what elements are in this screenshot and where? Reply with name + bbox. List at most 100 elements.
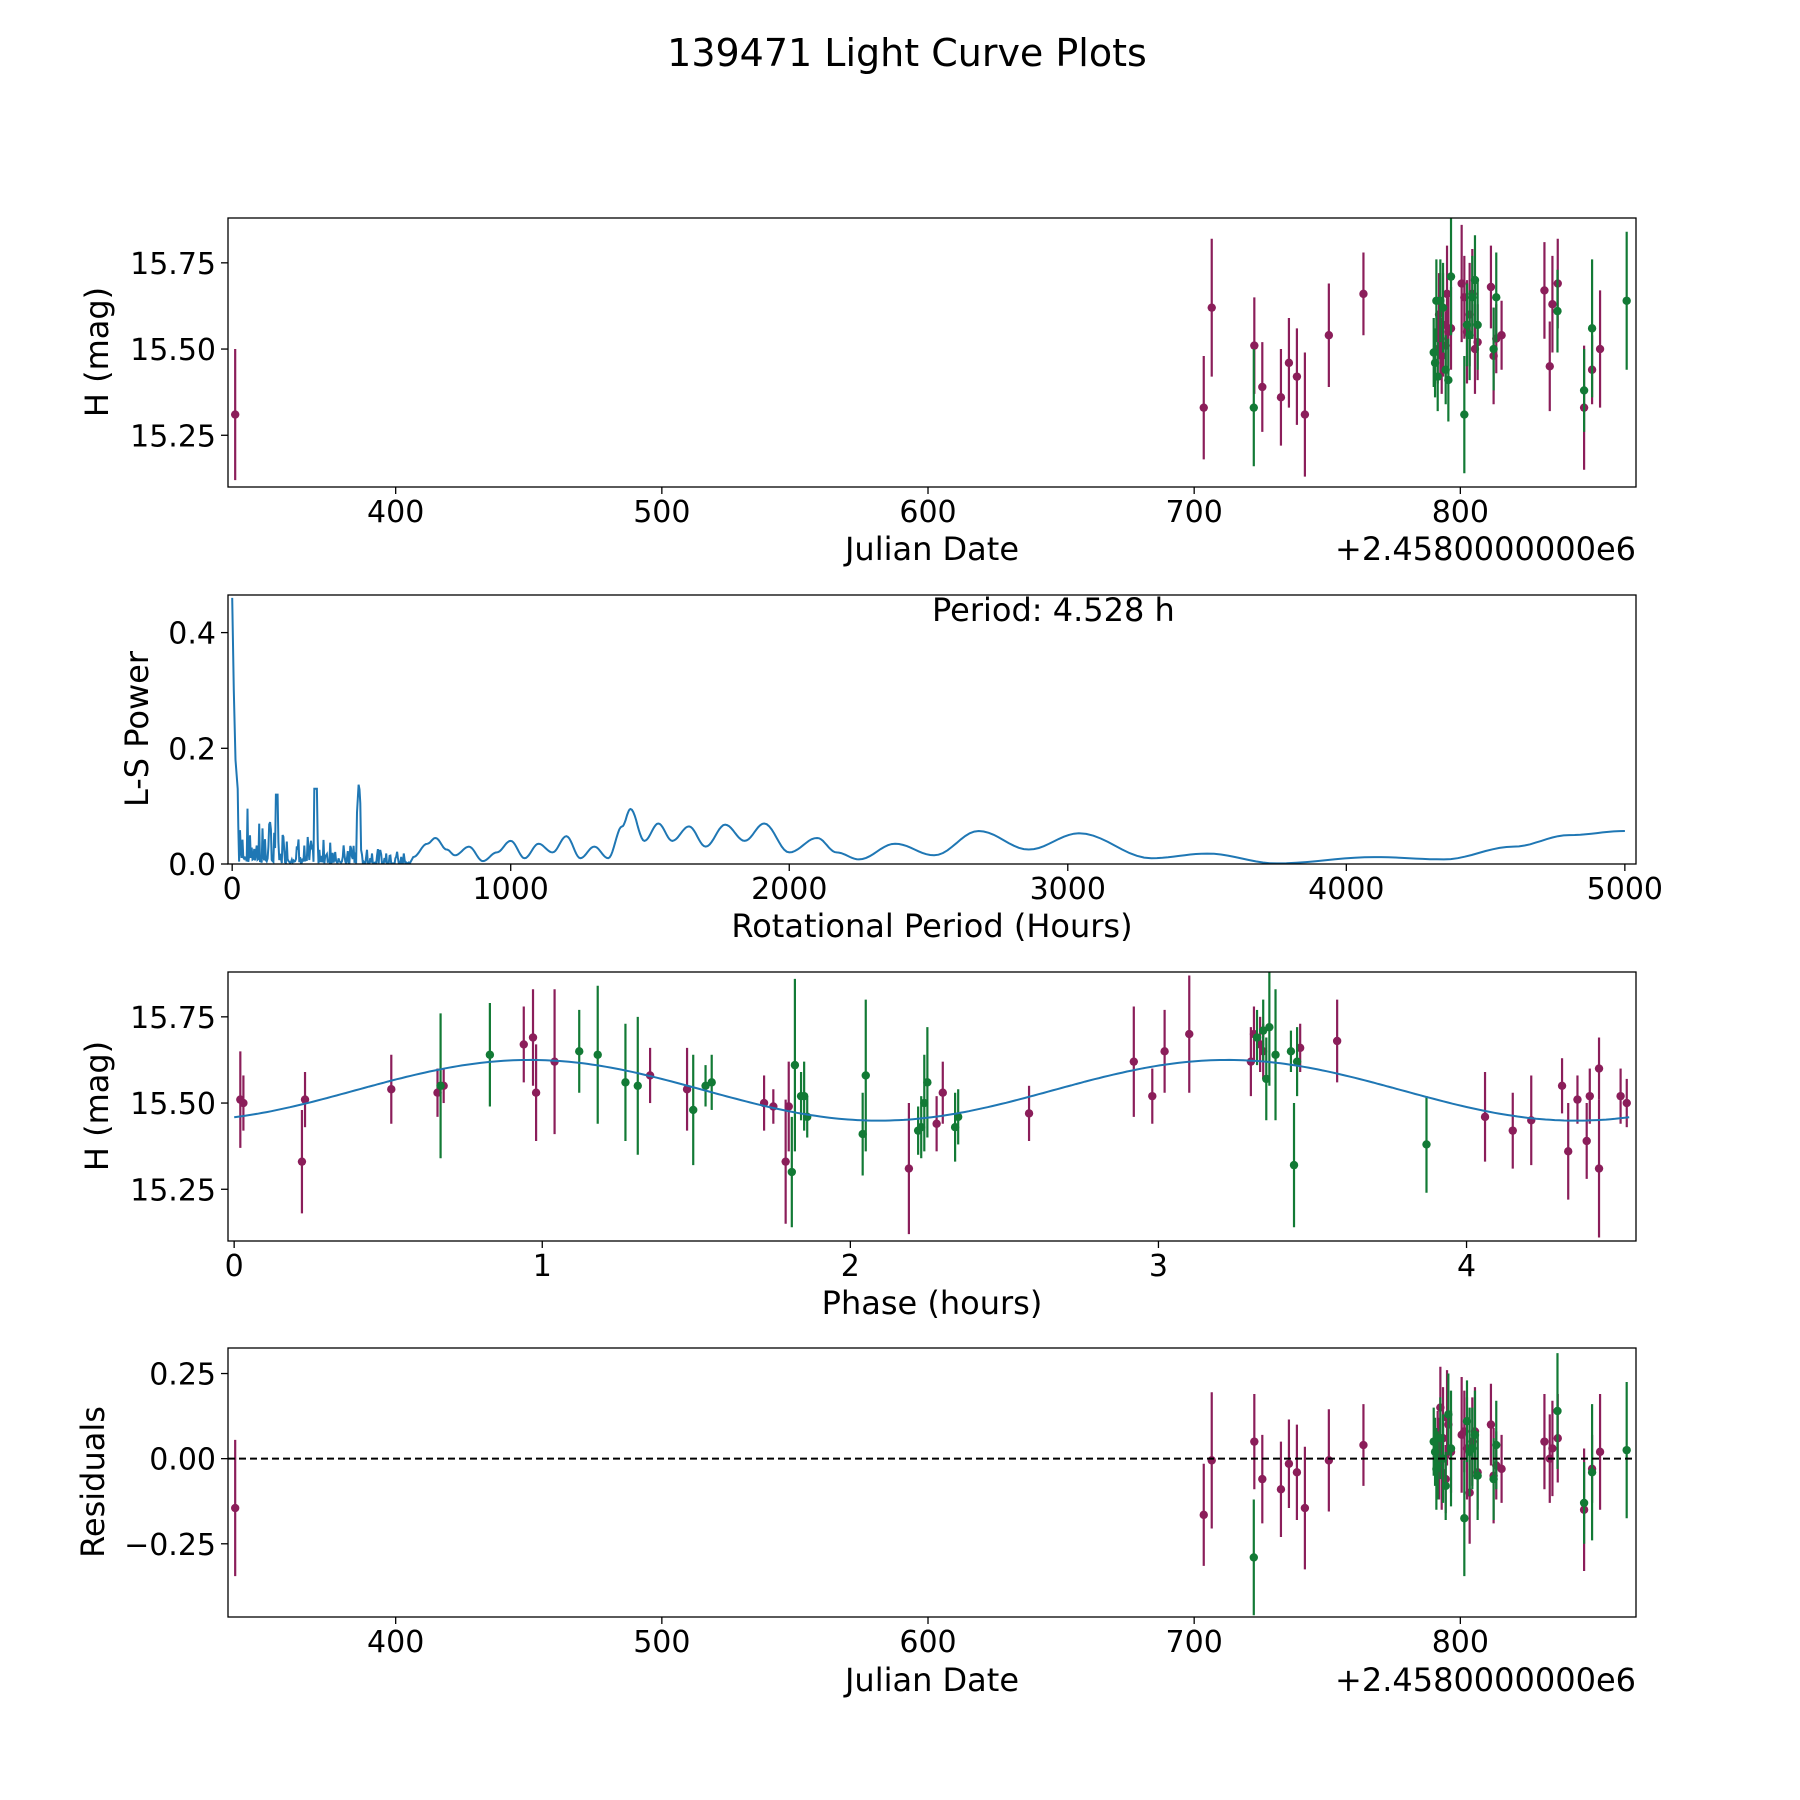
band-b-point xyxy=(1259,1026,1268,1035)
band-b-point xyxy=(621,1078,630,1087)
band-b-point xyxy=(1460,1514,1469,1523)
band-b-point xyxy=(1622,296,1631,305)
band-a-point xyxy=(519,1040,528,1049)
y-tick-label: 0.4 xyxy=(168,617,216,652)
phased-curve-panel: 0 1 2 3 4 15.25 15.50 15.75 Phase (hours) H (ma… xyxy=(78,971,1637,1322)
band-b-point xyxy=(1587,324,1597,333)
band-a-point xyxy=(1486,282,1496,292)
band-a-point xyxy=(1160,1047,1169,1056)
band-b-point xyxy=(1286,1047,1296,1056)
band-b-point xyxy=(1470,275,1480,285)
band-a-point xyxy=(1557,1081,1567,1091)
light-curve-ticks: 400 500 600 700 800 15.25 15.50 15.75 xyxy=(130,247,1489,530)
band-a-point xyxy=(1258,382,1267,392)
x-tick-label: 800 xyxy=(1432,495,1489,530)
y-tick-label: 15.75 xyxy=(130,247,216,282)
band-a-point xyxy=(1148,1091,1157,1101)
phased-curve-ticks: 0 1 2 3 4 15.25 15.50 15.75 xyxy=(130,1001,1476,1284)
band-a-point xyxy=(1622,1098,1631,1108)
band-a-point xyxy=(1457,279,1466,288)
band-a-point xyxy=(239,1098,248,1108)
band-a-point xyxy=(1300,410,1310,419)
y-tick-label: 15.50 xyxy=(130,1087,216,1122)
band-b-point xyxy=(1492,293,1501,302)
residuals-ticks: 400 500 600 700 800 0.25 0.00 −0.25 xyxy=(124,1358,1489,1660)
band-a-point xyxy=(1582,1136,1591,1146)
residuals-marks xyxy=(228,1353,1636,1616)
band-a-point xyxy=(230,1503,240,1513)
band-a-point xyxy=(1497,1464,1506,1474)
band-b-point xyxy=(575,1047,584,1056)
y-tick-label: 0.0 xyxy=(168,848,216,883)
band-a-point xyxy=(1457,1430,1466,1440)
light-curve-ylabel: H (mag) xyxy=(78,287,116,417)
band-a-point xyxy=(1284,358,1294,368)
band-b-point xyxy=(1433,372,1442,381)
phased-curve-marks xyxy=(234,972,1631,1238)
band-b-point xyxy=(633,1081,642,1091)
band-a-point xyxy=(1585,1091,1594,1101)
x-tick-label: 4 xyxy=(1457,1249,1476,1284)
x-tick-label: 500 xyxy=(633,495,690,530)
band-b-point xyxy=(1492,1440,1501,1450)
band-b-point xyxy=(1422,1140,1431,1149)
band-b-point xyxy=(1446,272,1456,281)
band-a-point xyxy=(300,1095,310,1104)
band-a-point xyxy=(1185,1029,1194,1039)
band-a-point xyxy=(1508,1126,1517,1135)
figure-title: 139471 Light Curve Plots xyxy=(667,31,1147,75)
band-a-point xyxy=(1480,1112,1490,1122)
y-tick-label: −0.25 xyxy=(124,1528,216,1563)
band-a-point xyxy=(784,1102,793,1111)
band-a-point xyxy=(1024,1109,1034,1118)
band-b-point xyxy=(1432,1464,1441,1474)
light-curve-marks xyxy=(230,218,1631,481)
periodogram-panel: 0 1000 2000 3000 4000 5000 0.0 0.2 0.4 Period: 4… xyxy=(118,591,1663,945)
band-b-point xyxy=(1444,375,1453,385)
band-b-point xyxy=(1446,1444,1456,1453)
band-a-point xyxy=(1595,1447,1605,1457)
band-a-point xyxy=(230,410,240,419)
light-curve-panel: 400 500 600 700 800 15.25 15.50 15.75 Julian Da… xyxy=(78,217,1637,568)
band-b-point xyxy=(1579,386,1589,395)
y-tick-label: 15.25 xyxy=(130,1173,216,1208)
x-tick-label: 400 xyxy=(367,1625,424,1660)
x-tick-label: 3000 xyxy=(1030,872,1106,907)
band-a-point xyxy=(1207,1456,1216,1465)
band-a-point xyxy=(1292,372,1302,381)
x-tick-label: 2 xyxy=(841,1249,860,1284)
periodogram-ylabel: L-S Power xyxy=(118,650,156,807)
band-a-point xyxy=(1300,1503,1310,1513)
band-b-point xyxy=(1438,303,1448,312)
x-tick-label: 700 xyxy=(1166,495,1223,530)
band-b-point xyxy=(1289,1160,1299,1170)
band-a-point xyxy=(1442,289,1452,299)
band-a-point xyxy=(1276,393,1286,402)
band-b-point xyxy=(923,1078,932,1087)
band-b-point xyxy=(1553,306,1562,316)
periodogram-marks xyxy=(231,597,1625,864)
band-a-point xyxy=(1573,1095,1582,1104)
band-b-point xyxy=(1292,1057,1302,1066)
band-a-point xyxy=(1250,1437,1259,1446)
band-b-point xyxy=(701,1081,710,1091)
x-tick-label: 5000 xyxy=(1587,872,1663,907)
residuals-offset-label: +2.4580000000e6 xyxy=(1335,1661,1636,1699)
band-a-point xyxy=(1437,351,1446,361)
light-curve-offset-label: +2.4580000000e6 xyxy=(1335,530,1636,568)
band-a-point xyxy=(1276,1485,1286,1494)
band-a-point xyxy=(297,1157,307,1166)
x-tick-label: 1000 xyxy=(473,872,549,907)
band-a-point xyxy=(781,1157,790,1166)
y-tick-label: 15.25 xyxy=(130,419,216,454)
band-a-point xyxy=(1199,403,1208,412)
band-b-point xyxy=(1489,344,1498,354)
band-a-point xyxy=(1199,1510,1208,1520)
band-b-point xyxy=(1249,1553,1258,1562)
band-a-point xyxy=(1207,303,1216,312)
band-b-point xyxy=(1553,1406,1562,1416)
band-b-point xyxy=(1470,1430,1480,1440)
model-curve xyxy=(234,1058,1630,1122)
x-tick-label: 0 xyxy=(225,1249,244,1284)
